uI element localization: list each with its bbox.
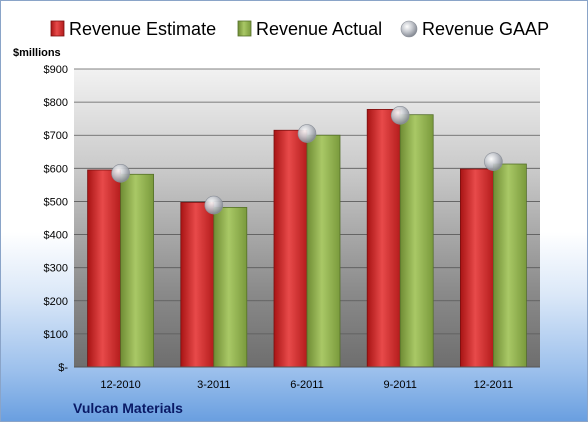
y-tick-label: $800 xyxy=(44,97,68,109)
y-unit-label: $millions xyxy=(13,47,61,59)
x-tick-label: 3-2011 xyxy=(197,379,230,391)
bar-revenue-estimate xyxy=(273,129,308,368)
x-tick-label: 12-2011 xyxy=(474,379,514,391)
y-tick-label: $900 xyxy=(44,64,68,76)
legend-label-estimate: Revenue Estimate xyxy=(69,19,216,39)
bar-revenue-estimate xyxy=(87,169,121,368)
y-axis-ticks: $- $100 $200 $300 $400 $500 $600 $700 $800 $900 xyxy=(44,64,69,374)
legend-swatch-estimate xyxy=(50,20,65,37)
y-tick-label: $500 xyxy=(44,196,68,208)
x-axis-ticks: 12-2010 3-2011 6-2011 9-2011 12-2011 xyxy=(100,379,513,391)
y-tick-label: $100 xyxy=(44,329,68,341)
legend-item-actual: Revenue Actual xyxy=(237,19,382,39)
legend-item-estimate: Revenue Estimate xyxy=(50,19,216,39)
bar-revenue-estimate xyxy=(366,108,401,368)
gaap-marker xyxy=(111,164,130,183)
bar-revenue-actual xyxy=(492,163,527,368)
bar-revenue-estimate xyxy=(459,168,494,368)
bars xyxy=(87,108,527,368)
company-label: Vulcan Materials xyxy=(73,400,183,416)
gaap-markers xyxy=(111,106,503,215)
legend: Revenue Estimate Revenue Actual Revenue … xyxy=(50,19,549,39)
gaap-marker xyxy=(204,195,224,215)
legend-item-gaap: Revenue GAAP xyxy=(400,19,549,39)
gaap-marker xyxy=(297,124,317,143)
legend-marker-gaap xyxy=(400,20,418,38)
x-tick-label: 9-2011 xyxy=(383,379,416,391)
legend-swatch-actual xyxy=(237,20,252,37)
bar-revenue-estimate xyxy=(180,202,215,368)
y-tick-label: $700 xyxy=(44,130,68,142)
y-tick-label: $200 xyxy=(44,296,68,308)
bar-revenue-actual xyxy=(399,114,434,368)
x-tick-label: 6-2011 xyxy=(290,379,323,391)
legend-label-actual: Revenue Actual xyxy=(256,19,382,39)
x-tick-label: 12-2010 xyxy=(100,379,140,391)
y-tick-label: $300 xyxy=(44,263,68,275)
y-tick-label: $- xyxy=(58,362,68,374)
gaap-marker xyxy=(390,106,410,125)
bar-revenue-actual xyxy=(306,134,341,368)
y-tick-label: $400 xyxy=(44,230,68,242)
y-tick-label: $600 xyxy=(44,163,68,175)
legend-label-gaap: Revenue GAAP xyxy=(422,19,549,39)
gaap-marker xyxy=(484,152,503,172)
bar-revenue-actual xyxy=(120,173,154,368)
bar-revenue-actual xyxy=(213,207,248,368)
